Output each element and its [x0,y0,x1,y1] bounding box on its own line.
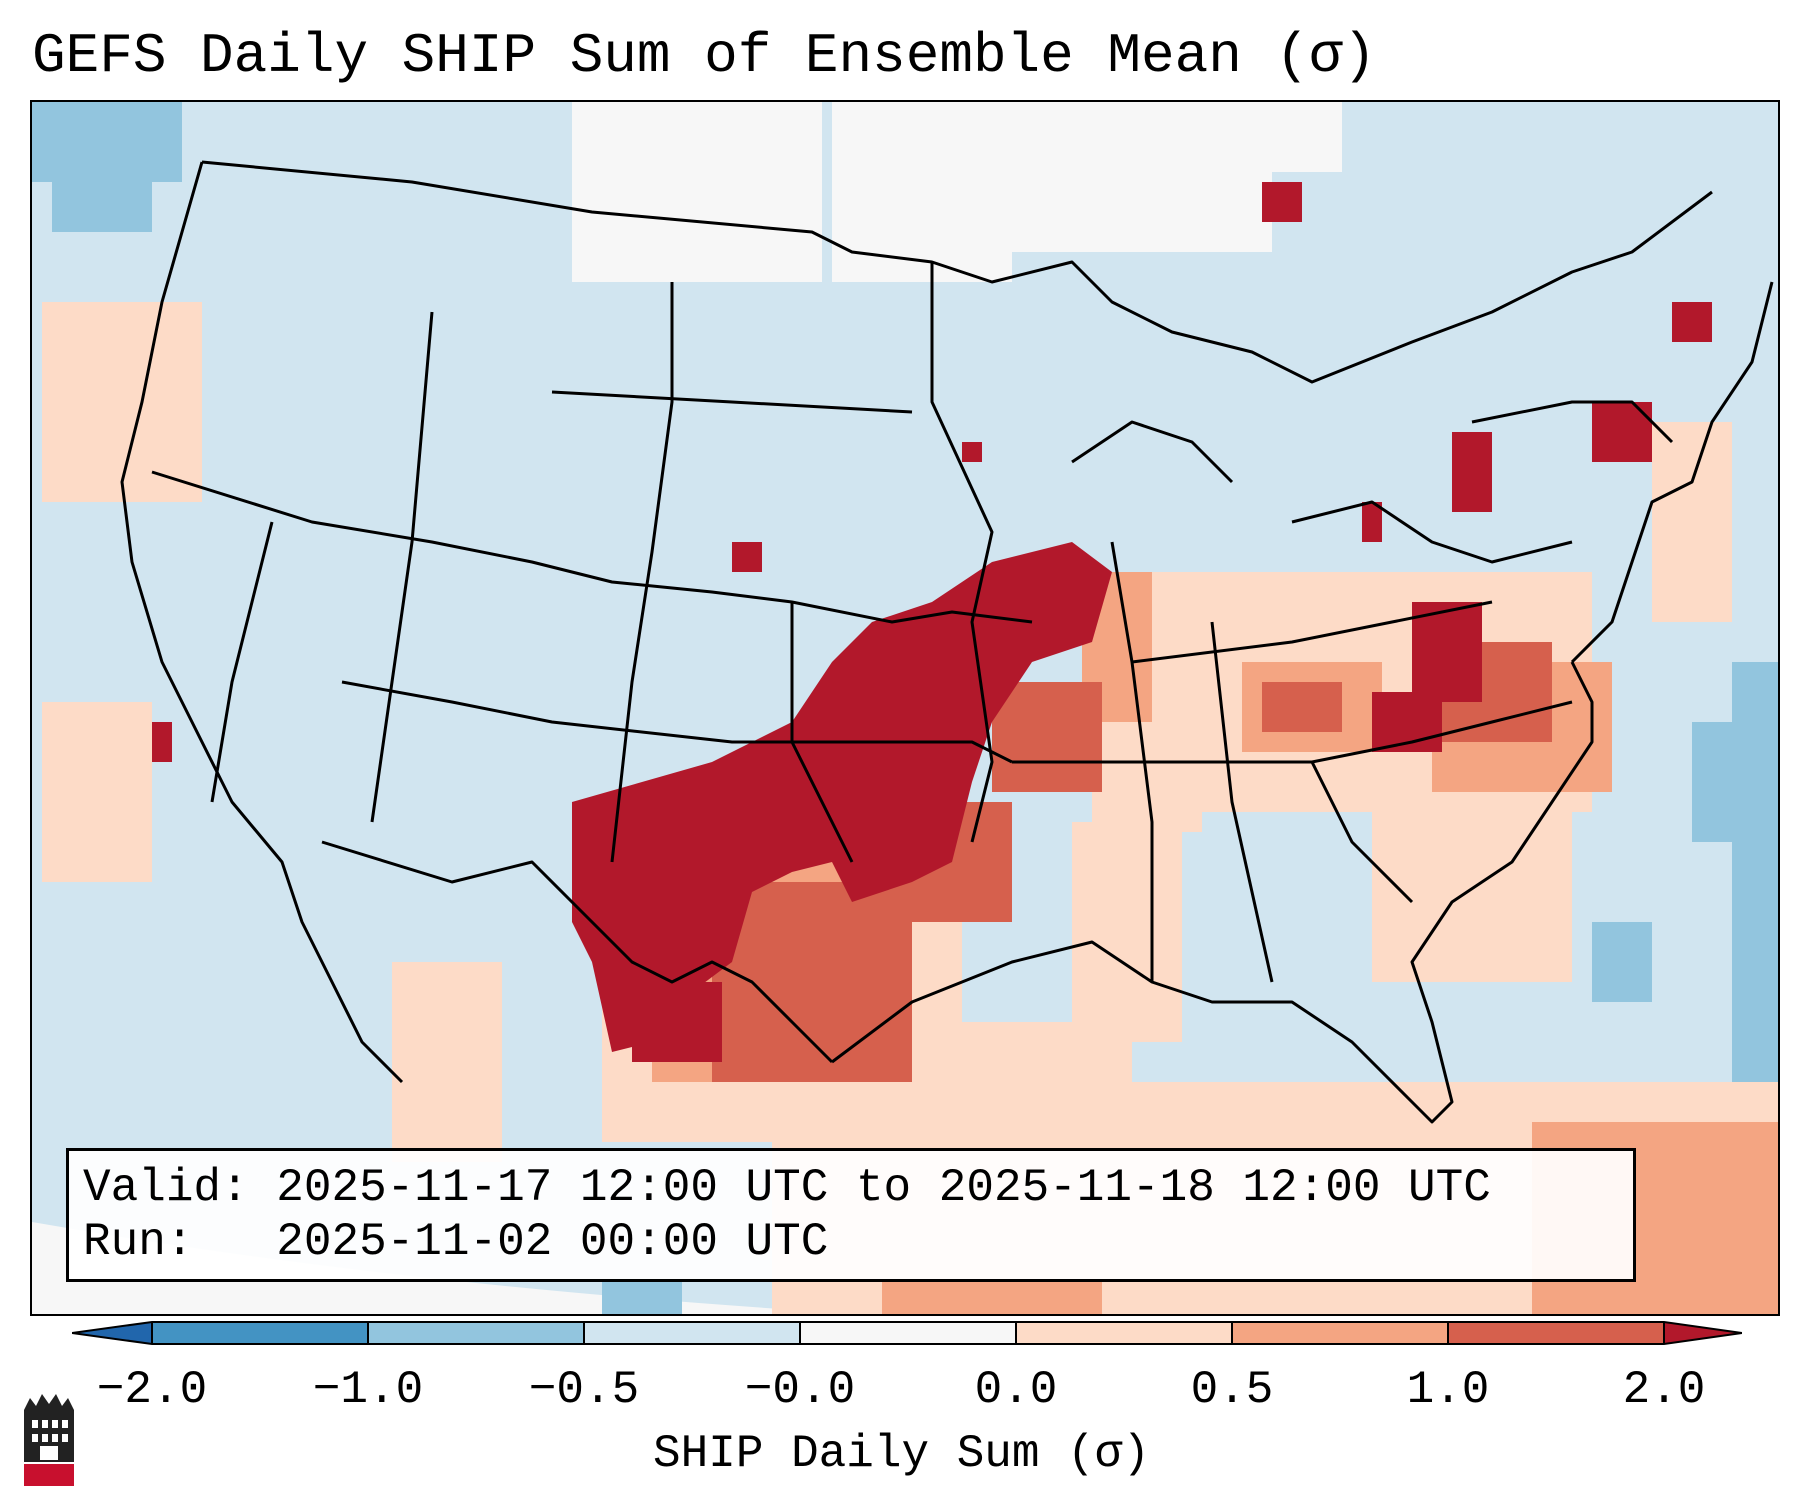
colorbar-tick-label: −1.0 [312,1364,424,1416]
valid-value: 2025-11-17 12:00 UTC to 2025-11-18 12:00… [276,1162,1491,1214]
map-svg [32,102,1778,1314]
boundaries [120,160,1774,1124]
colorbar-tick-label: 2.0 [1622,1364,1706,1416]
colorbar-tick-label: 0.0 [974,1364,1058,1416]
colorbar-segment-4 [800,1322,1016,1344]
niu-logo-icon [24,1394,74,1486]
colorbar-under-arrow [72,1322,152,1344]
colorbar [72,1321,1742,1345]
colorbar-tick-label: −0.0 [744,1364,856,1416]
colorbar-tick-label: −0.5 [528,1364,640,1416]
colorbar-segment-6 [1232,1322,1448,1344]
colorbar-segment-2 [368,1322,584,1344]
neutral-regions [32,102,1342,1314]
run-label: Run: [83,1216,194,1268]
chart-title: GEFS Daily SHIP Sum of Ensemble Mean (σ) [32,24,1377,88]
map-panel [30,100,1780,1316]
colorbar-tick-label: 1.0 [1406,1364,1490,1416]
colorbar-tick-label: 0.5 [1190,1364,1274,1416]
colorbar-segment-5 [1016,1322,1232,1344]
run-value: 2025-11-02 00:00 UTC [276,1216,829,1268]
run-row: Run: 2025-11-02 00:00 UTC [83,1215,1633,1269]
colorbar-segment-3 [584,1322,800,1344]
colorbar-segment-1 [152,1322,368,1344]
colorbar-tick-label: −2.0 [96,1364,208,1416]
colorbar-over-arrow [1664,1322,1742,1344]
negative-regions [32,102,1778,1314]
valid-label: Valid: [83,1162,249,1214]
valid-run-box: Valid: 2025-11-17 12:00 UTC to 2025-11-1… [66,1148,1636,1282]
colorbar-segment-7 [1448,1322,1664,1344]
valid-row: Valid: 2025-11-17 12:00 UTC to 2025-11-1… [83,1161,1633,1215]
colorbar-label: SHIP Daily Sum (σ) [653,1428,1150,1480]
colorbar-ticks [151,1322,1665,1344]
